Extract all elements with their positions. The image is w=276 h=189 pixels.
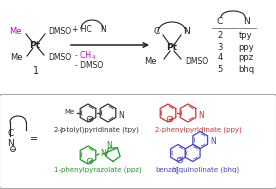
Text: C: C (8, 129, 14, 139)
Text: 1-phenylpyrazolate (ppz): 1-phenylpyrazolate (ppz) (54, 167, 142, 173)
Text: bhq: bhq (238, 64, 254, 74)
Text: N: N (210, 138, 216, 146)
Text: Me: Me (145, 57, 157, 67)
Text: DMSO: DMSO (185, 57, 208, 66)
Text: DMSO: DMSO (48, 28, 71, 36)
Text: N: N (100, 149, 106, 157)
Text: ppy: ppy (238, 43, 254, 51)
Text: benzo[: benzo[ (155, 167, 179, 173)
Text: −: − (88, 116, 92, 122)
Text: =: = (30, 134, 38, 144)
Text: N: N (106, 140, 112, 149)
Text: -tolyl)pyridinate (tpy): -tolyl)pyridinate (tpy) (64, 127, 139, 133)
Text: 2: 2 (217, 32, 223, 40)
Text: −: − (178, 157, 182, 163)
Text: h: h (172, 167, 176, 173)
Text: + HC: + HC (72, 26, 92, 35)
Text: C: C (217, 18, 223, 26)
Text: 4: 4 (92, 55, 95, 60)
Text: −: − (168, 116, 172, 122)
Text: p: p (60, 127, 65, 133)
Text: DMSO: DMSO (48, 53, 71, 61)
Text: Me: Me (65, 109, 75, 115)
Text: ]quinolinate (bhq): ]quinolinate (bhq) (176, 167, 239, 173)
Text: Pt: Pt (166, 43, 177, 53)
Text: N: N (8, 139, 14, 147)
Text: Pt: Pt (30, 40, 41, 50)
Text: - DMSO: - DMSO (75, 60, 103, 70)
Text: N: N (198, 111, 204, 119)
Text: - CH: - CH (75, 50, 91, 60)
Text: N: N (243, 18, 250, 26)
Text: Me: Me (10, 53, 23, 63)
Text: 2-phenylpyridinate (ppy): 2-phenylpyridinate (ppy) (155, 127, 242, 133)
Text: ppz: ppz (238, 53, 254, 63)
Text: −: − (88, 159, 92, 163)
Text: Me: Me (9, 26, 22, 36)
Text: 2-(: 2-( (54, 127, 64, 133)
Text: −: − (11, 146, 15, 152)
Text: N: N (118, 111, 124, 119)
Text: 4: 4 (217, 53, 223, 63)
Text: 3: 3 (217, 43, 223, 51)
Text: tpy: tpy (239, 32, 253, 40)
Text: N: N (100, 26, 106, 35)
Text: C: C (154, 28, 160, 36)
Text: 1: 1 (33, 66, 39, 76)
Text: 5: 5 (217, 64, 223, 74)
FancyBboxPatch shape (0, 94, 276, 188)
Text: N: N (183, 28, 189, 36)
